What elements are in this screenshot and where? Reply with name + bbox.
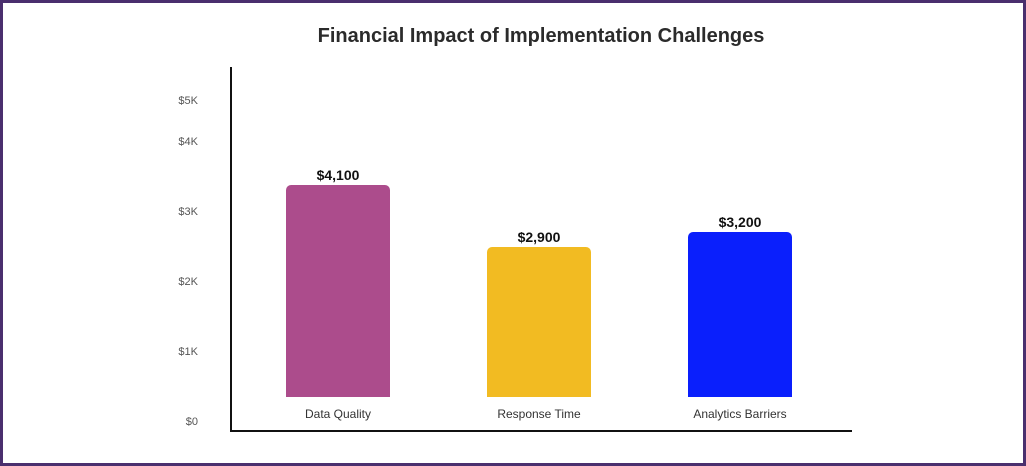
chart-title: Financial Impact of Implementation Chall… xyxy=(317,25,765,47)
y-tick-0: $0 xyxy=(185,416,198,428)
y-axis-line xyxy=(230,67,232,431)
value-label-analytics-barriers: $3,200 xyxy=(718,214,762,230)
bar-data-quality xyxy=(286,185,390,397)
x-label-response-time: Response Time xyxy=(497,407,581,421)
bar-response-time xyxy=(487,247,591,397)
value-label-data-quality: $4,100 xyxy=(316,167,360,183)
x-axis-line xyxy=(230,430,852,432)
bar-analytics-barriers xyxy=(688,232,792,397)
y-tick-4k: $4K xyxy=(178,136,198,148)
value-label-response-time: $2,900 xyxy=(517,229,561,245)
y-tick-1k: $1K xyxy=(178,346,198,358)
x-label-analytics-barriers: Analytics Barriers xyxy=(693,407,787,421)
y-tick-2k: $2K xyxy=(178,276,198,288)
y-tick-5k: $5K xyxy=(178,95,198,107)
y-tick-3k: $3K xyxy=(178,206,198,218)
x-label-data-quality: Data Quality xyxy=(304,407,372,421)
